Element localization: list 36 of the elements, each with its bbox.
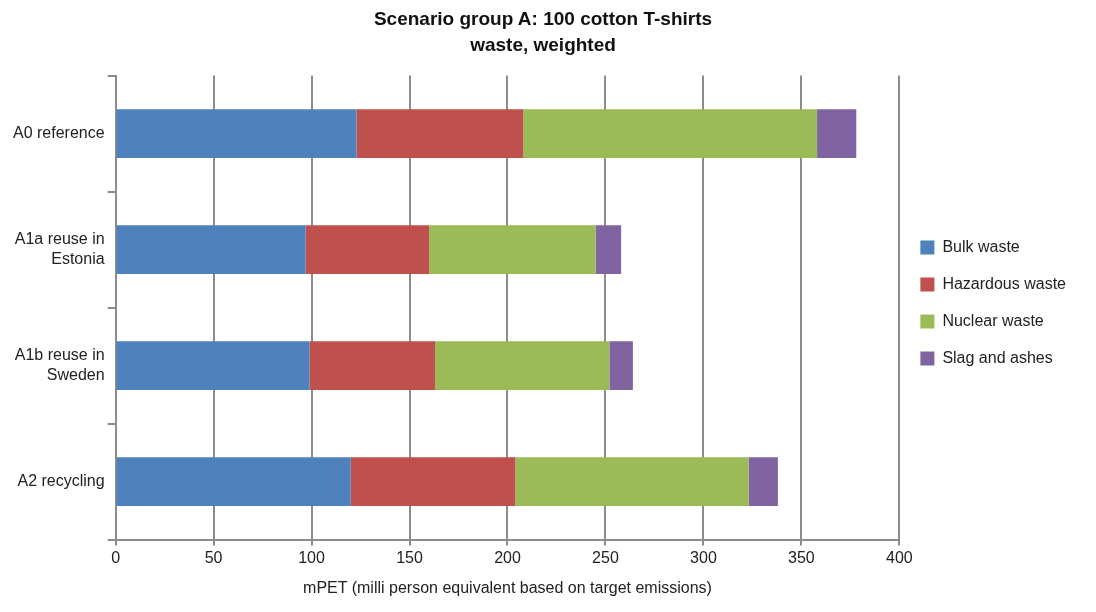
bar: [305, 225, 430, 274]
y-tick-label: A0 reference: [13, 124, 105, 142]
x-tick-label: 0: [111, 548, 121, 566]
chart-subtitle: waste, weighted: [469, 34, 616, 56]
bar: [429, 225, 596, 274]
x-tick-label: 100: [298, 548, 325, 566]
legend-label: Slag and ashes: [942, 348, 1053, 366]
legend-label: Hazardous waste: [942, 274, 1067, 292]
bar: [609, 341, 633, 390]
bar: [356, 109, 524, 158]
x-tick-label: 250: [592, 548, 619, 566]
x-tick-label: 50: [204, 548, 223, 566]
x-tick-label: 200: [494, 548, 521, 566]
bar: [116, 457, 351, 506]
bar: [116, 341, 310, 390]
x-tick-label: 150: [396, 548, 423, 566]
bar: [435, 341, 610, 390]
y-tick-label: A1b reuse in Sweden: [14, 346, 105, 383]
bar: [817, 109, 857, 158]
y-tick-label: A1a reuse in Estonia: [14, 230, 105, 267]
bar: [309, 341, 435, 390]
bar: [116, 109, 357, 158]
x-axis-title: mPET (milli person equivalent based on target emissions): [303, 578, 712, 596]
bar: [350, 457, 516, 506]
bar: [523, 109, 818, 158]
x-tick-label: 300: [690, 548, 717, 566]
x-tick-label: 400: [886, 548, 913, 566]
chart-title: Scenario group A: 100 cotton T-shirts: [373, 7, 713, 29]
legend-label: Bulk waste: [942, 237, 1020, 255]
bar: [595, 225, 622, 274]
y-tick-label: A2 recycling: [17, 472, 105, 490]
bar: [116, 225, 306, 274]
bar: [748, 457, 778, 506]
x-tick-label: 350: [788, 548, 815, 566]
legend-label: Nuclear waste: [942, 311, 1044, 329]
bar: [515, 457, 749, 506]
